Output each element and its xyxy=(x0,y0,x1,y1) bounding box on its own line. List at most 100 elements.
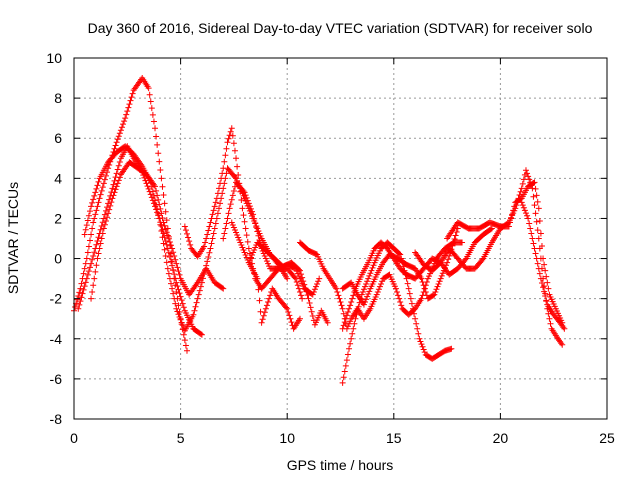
data-point xyxy=(360,286,367,293)
data-point xyxy=(344,309,351,316)
data-point xyxy=(296,315,303,322)
data-point xyxy=(533,255,540,262)
data-point xyxy=(82,226,89,233)
data-point xyxy=(78,280,85,287)
data-point xyxy=(343,312,350,319)
y-axis-label: SDTVAR / TECUs xyxy=(5,182,21,294)
data-point xyxy=(344,323,351,330)
data-point xyxy=(152,125,159,132)
data-point xyxy=(259,316,266,323)
data-point xyxy=(291,274,298,281)
axis-ticks: 0 5 10 15 20 25 -8 -6 -4 -2 0 2 4 6 8 10 xyxy=(46,50,615,446)
data-point xyxy=(159,183,166,190)
data-point xyxy=(284,275,291,282)
data-point xyxy=(303,288,310,295)
data-point xyxy=(231,226,238,233)
data-point xyxy=(145,185,152,192)
data-point xyxy=(111,177,118,184)
data-point xyxy=(435,280,442,287)
data-point xyxy=(505,223,512,230)
data-point xyxy=(115,162,122,169)
data-point xyxy=(173,260,180,267)
data-point xyxy=(156,201,163,208)
data-point xyxy=(168,280,175,287)
data-point xyxy=(163,259,170,266)
data-point xyxy=(239,205,246,212)
x-tick-label: 20 xyxy=(493,430,509,446)
data-point xyxy=(545,310,552,317)
data-point xyxy=(83,255,90,262)
data-point xyxy=(74,296,81,303)
data-point xyxy=(238,197,245,204)
data-point xyxy=(196,287,203,294)
data-point xyxy=(180,331,187,338)
data-point xyxy=(122,115,129,122)
data-point xyxy=(242,225,249,232)
data-point xyxy=(245,200,252,207)
data-point xyxy=(85,212,92,219)
data-point xyxy=(360,301,367,308)
data-point xyxy=(307,304,314,311)
data-point xyxy=(359,288,366,295)
data-point xyxy=(161,246,168,253)
data-point xyxy=(97,226,104,233)
data-point xyxy=(340,310,347,317)
data-point xyxy=(255,286,262,293)
data-point xyxy=(158,227,165,234)
data-point xyxy=(339,325,346,332)
data-point xyxy=(311,286,318,293)
data-point xyxy=(338,302,345,309)
data-point xyxy=(194,295,201,302)
data-point xyxy=(94,238,101,245)
data-point xyxy=(213,215,220,222)
data-point xyxy=(376,283,383,290)
data-point xyxy=(354,307,361,314)
data-point xyxy=(153,133,160,140)
data-point xyxy=(249,208,256,215)
data-point xyxy=(251,247,258,254)
data-point xyxy=(306,300,313,307)
data-point xyxy=(531,202,538,209)
data-point xyxy=(174,264,181,271)
data-point xyxy=(525,215,532,222)
data-point xyxy=(208,240,215,247)
data-point xyxy=(168,242,175,249)
data-point xyxy=(153,201,160,208)
data-point xyxy=(115,133,122,140)
data-point xyxy=(537,275,544,282)
data-point xyxy=(75,292,82,299)
data-point xyxy=(181,337,188,344)
data-point xyxy=(226,132,233,139)
series-track-c xyxy=(81,143,291,334)
data-point xyxy=(92,211,99,218)
data-point xyxy=(405,285,412,292)
data-point xyxy=(530,193,537,200)
data-point xyxy=(237,239,244,246)
data-point xyxy=(340,374,347,381)
data-point xyxy=(205,254,212,261)
data-point xyxy=(85,243,92,250)
data-point xyxy=(113,139,120,146)
data-point xyxy=(176,290,183,297)
data-point xyxy=(169,245,176,252)
data-point xyxy=(81,283,88,290)
data-point xyxy=(113,170,120,177)
data-point xyxy=(346,305,353,312)
data-point xyxy=(240,188,247,195)
data-point xyxy=(78,294,85,301)
data-point xyxy=(416,335,423,342)
series-track-f xyxy=(220,179,323,298)
data-point xyxy=(521,207,528,214)
data-point xyxy=(541,283,548,290)
plot-frame xyxy=(73,57,608,420)
data-point xyxy=(185,234,192,241)
data-point xyxy=(536,217,543,224)
data-point xyxy=(90,253,97,260)
data-point xyxy=(243,232,250,239)
data-point xyxy=(99,184,106,191)
data-point xyxy=(301,281,308,288)
data-point xyxy=(450,239,457,246)
data-point xyxy=(91,192,98,199)
data-point xyxy=(89,256,96,263)
data-point xyxy=(150,192,157,199)
